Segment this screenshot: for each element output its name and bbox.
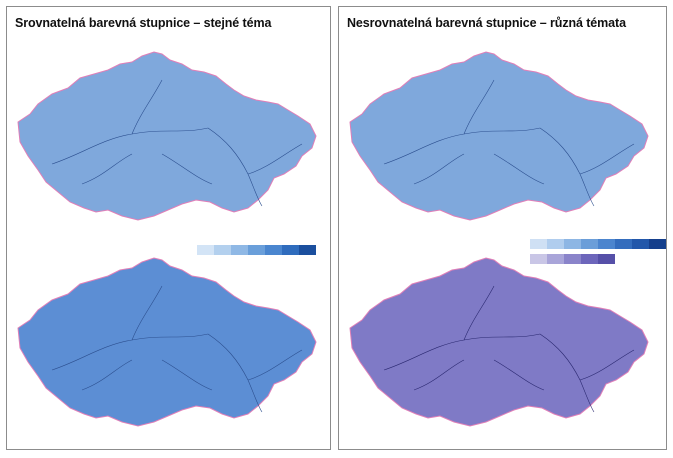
- map-bottom-left: [17, 257, 317, 427]
- map-top-left: [17, 51, 317, 221]
- river-line: [247, 349, 303, 381]
- country-shape: [349, 51, 649, 221]
- legend-swatch: [231, 245, 248, 255]
- river-line: [81, 359, 133, 391]
- river-line: [463, 79, 495, 135]
- legend-swatch: [248, 245, 265, 255]
- legend-swatch: [615, 239, 632, 249]
- river-line: [131, 285, 163, 341]
- river-line: [51, 127, 209, 165]
- legend-swatch: [547, 239, 564, 249]
- river-line: [413, 153, 465, 185]
- river-line: [413, 359, 465, 391]
- legend-swatch: [197, 245, 214, 255]
- legend-swatch: [581, 254, 598, 264]
- rivers: [51, 79, 303, 207]
- river-line: [247, 143, 303, 175]
- legend-swatch: [530, 239, 547, 249]
- river-line: [463, 285, 495, 341]
- map-bottom-right: [349, 257, 649, 427]
- legend-swatch: [581, 239, 598, 249]
- legend-swatch: [299, 245, 316, 255]
- legend-swatch: [547, 254, 564, 264]
- river-line: [131, 79, 163, 135]
- legend-right-blue: [530, 239, 666, 249]
- river-line: [383, 127, 541, 165]
- legend-swatch: [564, 239, 581, 249]
- legend-swatch: [214, 245, 231, 255]
- rivers: [383, 79, 635, 207]
- legend-swatch: [632, 239, 649, 249]
- river-line: [579, 143, 635, 175]
- river-line: [579, 349, 635, 381]
- country-shape: [17, 257, 317, 427]
- river-line: [493, 359, 545, 391]
- legend-right-purple: [530, 254, 615, 264]
- legend-swatch: [564, 254, 581, 264]
- rivers: [51, 285, 303, 413]
- river-line: [383, 333, 541, 371]
- rivers: [383, 285, 635, 413]
- legend-swatch: [530, 254, 547, 264]
- legend-swatch: [649, 239, 666, 249]
- legend-swatch: [598, 239, 615, 249]
- river-line: [161, 359, 213, 391]
- river-line: [51, 333, 209, 371]
- country-shape: [349, 257, 649, 427]
- river-line: [81, 153, 133, 185]
- map-top-right: [349, 51, 649, 221]
- river-line: [493, 153, 545, 185]
- country-shape: [17, 51, 317, 221]
- panel-title-left: Srovnatelná barevná stupnice – stejné té…: [15, 16, 272, 30]
- legend-left: [197, 245, 316, 255]
- river-line: [161, 153, 213, 185]
- panel-title-right: Nesrovnatelná barevná stupnice – různá t…: [347, 16, 626, 30]
- legend-swatch: [598, 254, 615, 264]
- legend-swatch: [282, 245, 299, 255]
- legend-swatch: [265, 245, 282, 255]
